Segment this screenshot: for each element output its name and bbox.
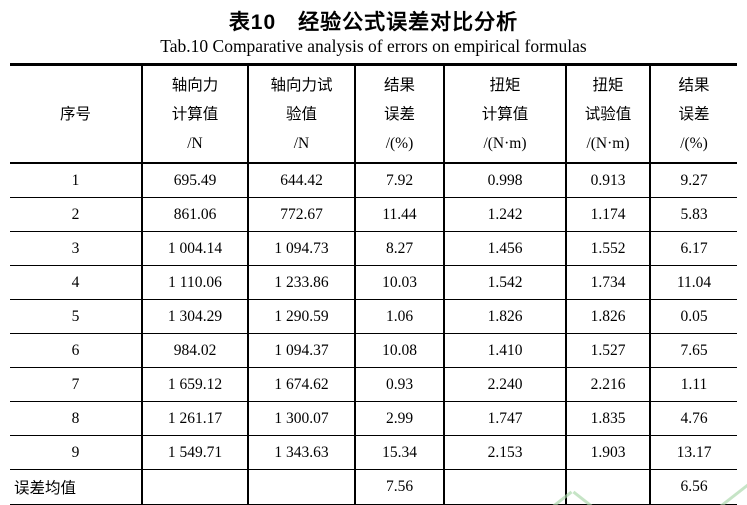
cell-torque-test: 1.552 — [565, 231, 650, 266]
cell-serial-number: 6 — [10, 333, 142, 368]
mean-error-row: 误差均值 7.56 6.56 — [10, 469, 737, 505]
error-comparison-table: 序号 轴向力 计算值 /N 轴向力试 验值 /N 结果 误差 /(%) — [10, 63, 737, 505]
cell-result-error-axial: 10.03 — [354, 265, 444, 300]
cell-torque-test: 1.527 — [565, 333, 650, 368]
cell-torque-calculated: 2.240 — [443, 367, 566, 402]
cell-axial-force-test: 1 290.59 — [247, 299, 355, 334]
cell-serial-number: 8 — [10, 401, 142, 436]
mean-error-torque-value: 6.56 — [649, 469, 737, 505]
cell-torque-calculated: 0.998 — [443, 163, 566, 198]
cell-result-error-torque: 13.17 — [649, 435, 737, 470]
cell-torque-calculated: 1.242 — [443, 197, 566, 232]
cell-result-error-torque: 5.83 — [649, 197, 737, 232]
cell-result-error-axial: 7.92 — [354, 163, 444, 198]
header-row: 序号 轴向力 计算值 /N 轴向力试 验值 /N 结果 误差 /(%) — [10, 64, 737, 164]
cell-torque-calculated: 1.826 — [443, 299, 566, 334]
header-text: 序号 — [59, 105, 91, 123]
mean-cell-empty — [443, 469, 566, 505]
table-row: 1 695.49 644.42 7.92 0.998 0.913 9.27 — [10, 163, 737, 198]
table-row: 2 861.06 772.67 11.44 1.242 1.174 5.83 — [10, 197, 737, 232]
cell-axial-force-calculated: 1 304.29 — [141, 299, 248, 334]
table-body: 1 695.49 644.42 7.92 0.998 0.913 9.27 2 … — [10, 163, 737, 470]
mean-cell-empty — [141, 469, 248, 505]
cell-serial-number: 9 — [10, 435, 142, 470]
cell-result-error-torque: 4.76 — [649, 401, 737, 436]
cell-torque-calculated: 1.747 — [443, 401, 566, 436]
cell-serial-number: 1 — [71, 171, 80, 189]
table-title-en: Tab.10 Comparative analysis of errors on… — [160, 36, 587, 56]
header-result-error-axial: 结果 误差 /(%) — [354, 64, 444, 164]
cell-serial-number: 5 — [10, 299, 142, 334]
header-torque-test: 扭矩 试验值 /(N·m) — [565, 64, 650, 164]
cell-result-error-torque: 1.11 — [649, 367, 737, 402]
cell-torque-test: 1.903 — [565, 435, 650, 470]
cell-result-error-axial: 10.08 — [354, 333, 444, 368]
cell-result-error-axial: 2.99 — [354, 401, 444, 436]
cell-axial-force-calculated: 1 659.12 — [141, 367, 248, 402]
cell-torque-test: 1.734 — [565, 265, 650, 300]
mean-cell-empty — [565, 469, 650, 505]
cell-axial-force-calculated: 1 110.06 — [141, 265, 248, 300]
cell-axial-force-test: 1 094.37 — [247, 333, 355, 368]
table-row: 6 984.02 1 094.37 10.08 1.410 1.527 7.65 — [10, 333, 737, 368]
cell-result-error-axial: 1.06 — [354, 299, 444, 334]
cell-torque-calculated: 1.410 — [443, 333, 566, 368]
cell-axial-force-test: 772.67 — [247, 197, 355, 232]
cell-serial-number: 7 — [10, 367, 142, 402]
cell-torque-test: 1.174 — [565, 197, 650, 232]
cell-torque-test: 0.913 — [565, 163, 650, 198]
cell-serial-number: 3 — [10, 231, 142, 266]
cell-result-error-axial: 15.34 — [354, 435, 444, 470]
cell-axial-force-calculated: 695.49 — [141, 163, 248, 198]
header-result-error-torque: 结果 误差 /(%) — [649, 64, 737, 164]
cell-axial-force-test: 1 233.86 — [247, 265, 355, 300]
cell-result-error-torque: 0.05 — [649, 299, 737, 334]
mean-cell-empty — [247, 469, 355, 505]
cell-torque-test: 2.216 — [565, 367, 650, 402]
table-row: 7 1 659.12 1 674.62 0.93 2.240 2.216 1.1… — [10, 367, 737, 402]
header-axial-force-calculated: 轴向力 计算值 /N — [141, 64, 248, 164]
cell-torque-test: 1.835 — [565, 401, 650, 436]
cell-serial-number: 4 — [10, 265, 142, 300]
cell-axial-force-calculated: 984.02 — [141, 333, 248, 368]
cell-axial-force-test: 644.42 — [247, 163, 355, 198]
cell-result-error-torque: 9.27 — [649, 163, 737, 198]
table-row: 8 1 261.17 1 300.07 2.99 1.747 1.835 4.7… — [10, 401, 737, 436]
cell-torque-calculated: 1.456 — [443, 231, 566, 266]
cell-axial-force-test: 1 343.63 — [247, 435, 355, 470]
cell-serial-number: 2 — [10, 197, 142, 232]
cell-result-error-torque: 6.17 — [649, 231, 737, 266]
cell-axial-force-calculated: 1 549.71 — [141, 435, 248, 470]
table-row: 5 1 304.29 1 290.59 1.06 1.826 1.826 0.0… — [10, 299, 737, 334]
cell-torque-test: 1.826 — [565, 299, 650, 334]
cell-result-error-axial: 8.27 — [354, 231, 444, 266]
cell-result-error-axial: 0.93 — [354, 367, 444, 402]
table-row: 4 1 110.06 1 233.86 10.03 1.542 1.734 11… — [10, 265, 737, 300]
cell-torque-calculated: 2.153 — [443, 435, 566, 470]
cell-result-error-torque: 7.65 — [649, 333, 737, 368]
table-row: 9 1 549.71 1 343.63 15.34 2.153 1.903 13… — [10, 435, 737, 470]
header-torque-calculated: 扭矩 计算值 /(N·m) — [443, 64, 566, 164]
cell-result-error-torque: 11.04 — [649, 265, 737, 300]
cell-axial-force-calculated: 1 261.17 — [141, 401, 248, 436]
mean-error-axial-value: 7.56 — [354, 469, 444, 505]
cell-axial-force-test: 1 674.62 — [247, 367, 355, 402]
table-title-cn: 表10 经验公式误差对比分析 — [228, 11, 519, 34]
cell-result-error-axial: 11.44 — [354, 197, 444, 232]
header-axial-force-test: 轴向力试 验值 /N — [247, 64, 355, 164]
mean-error-label: 误差均值 — [10, 469, 142, 505]
header-serial-number: 序号 — [10, 64, 142, 164]
cell-torque-calculated: 1.542 — [443, 265, 566, 300]
cell-axial-force-calculated: 861.06 — [141, 197, 248, 232]
cell-axial-force-test: 1 094.73 — [247, 231, 355, 266]
cell-axial-force-test: 1 300.07 — [247, 401, 355, 436]
cell-axial-force-calculated: 1 004.14 — [141, 231, 248, 266]
table-row: 3 1 004.14 1 094.73 8.27 1.456 1.552 6.1… — [10, 231, 737, 266]
